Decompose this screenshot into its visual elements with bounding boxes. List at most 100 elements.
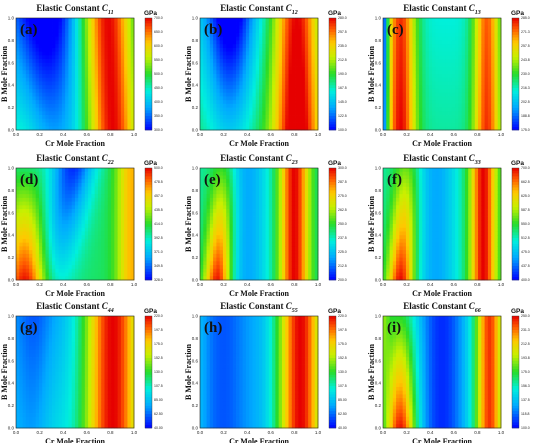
heatmap-cell	[389, 107, 394, 112]
heatmap-cell	[458, 103, 463, 108]
heatmap-cell	[213, 235, 217, 240]
heatmap-cell	[107, 47, 112, 52]
heatmap-cell	[399, 18, 404, 23]
heatmap-cell	[219, 47, 224, 52]
heatmap-cell	[311, 111, 316, 116]
heatmap-cell	[65, 190, 69, 195]
heatmap-cell	[265, 66, 270, 71]
heatmap-cell	[484, 55, 489, 60]
heatmap-cell	[111, 21, 115, 26]
heatmap-cell	[81, 220, 86, 225]
heatmap-cell	[236, 21, 240, 26]
heatmap-cell	[127, 235, 132, 240]
heatmap-cell	[52, 201, 56, 206]
heatmap-cell	[468, 40, 472, 45]
heatmap-cell	[84, 21, 89, 26]
heatmap-cell	[232, 36, 237, 41]
heatmap-cell	[275, 51, 280, 56]
heatmap-cell	[226, 115, 230, 120]
heatmap-cell	[471, 115, 476, 120]
heatmap-cell	[491, 29, 495, 34]
heatmap-cell	[48, 21, 53, 26]
heatmap-cell	[203, 261, 207, 266]
heatmap-cell	[229, 246, 234, 251]
heatmap-cell	[209, 96, 214, 101]
heatmap-cell	[55, 88, 60, 94]
heatmap-cell	[308, 92, 312, 97]
heatmap-cell	[48, 111, 53, 116]
heatmap-cell	[213, 216, 217, 221]
heatmap-cell	[206, 168, 211, 173]
heatmap-cell	[474, 44, 479, 49]
heatmap-cell	[206, 51, 211, 56]
heatmap-cell	[120, 194, 125, 199]
heatmap-cell	[127, 88, 132, 94]
heatmap-cell	[291, 92, 296, 97]
heatmap-cell	[127, 44, 132, 49]
heatmap-cell	[42, 171, 46, 176]
heatmap-cell	[445, 74, 449, 79]
heatmap-cell	[461, 88, 466, 94]
colorbar-segment	[329, 118, 336, 122]
heatmap-cell	[386, 44, 390, 49]
heatmap-cell	[308, 32, 312, 38]
plot-frame	[199, 17, 319, 131]
heatmap-cell	[239, 55, 244, 60]
heatmap-cell	[101, 74, 105, 79]
heatmap-cell	[216, 265, 221, 270]
heatmap-cell	[216, 190, 221, 195]
heatmap-cell	[291, 32, 296, 38]
heatmap-cell	[52, 107, 56, 112]
heatmap-cell	[262, 81, 266, 86]
heatmap-cell	[216, 25, 221, 30]
heatmap-cell	[42, 235, 46, 240]
heatmap-cell	[389, 59, 394, 64]
heatmap-cell	[111, 70, 115, 75]
heatmap-cell	[55, 96, 60, 101]
colorbar-segment	[145, 274, 152, 278]
heatmap-cell	[16, 115, 20, 120]
heatmap-cell	[262, 66, 266, 71]
heatmap-cell	[35, 70, 40, 75]
heatmap-cell	[432, 126, 436, 131]
heatmap-cell	[114, 88, 119, 94]
heatmap-cell	[130, 265, 135, 270]
heatmap-cell	[389, 103, 394, 108]
heatmap-cell	[265, 21, 270, 26]
panel-letter: (b)	[204, 22, 222, 38]
heatmap-cell	[42, 126, 46, 131]
heatmap-cell	[494, 25, 499, 30]
heatmap-cell	[48, 224, 53, 229]
heatmap-cell	[81, 242, 86, 247]
heatmap-cell	[25, 18, 30, 23]
heatmap-cell	[272, 70, 276, 75]
heatmap-cell	[48, 171, 53, 176]
heatmap-cell	[484, 29, 489, 34]
heatmap-cell	[97, 36, 102, 41]
heatmap-cell	[304, 59, 309, 64]
colorbar-segment	[145, 23, 152, 27]
heatmap-cell	[249, 62, 253, 67]
heatmap-cell	[272, 59, 276, 64]
heatmap-cell	[275, 118, 280, 123]
heatmap-cell	[58, 171, 63, 176]
heatmap-cell	[78, 186, 82, 191]
heatmap-cell	[107, 51, 112, 56]
heatmap-cell	[481, 100, 486, 105]
heatmap-cell	[91, 47, 96, 52]
heatmap-cell	[229, 122, 234, 127]
heatmap-cell	[232, 231, 237, 236]
heatmap-cell	[206, 59, 211, 64]
heatmap-cell	[114, 44, 119, 49]
heatmap-cell	[61, 115, 66, 120]
heatmap-cell	[487, 96, 492, 101]
heatmap-cell	[448, 92, 453, 97]
y-tick-label: 0.8	[8, 38, 15, 43]
heatmap-cell	[38, 77, 43, 82]
heatmap-cell	[127, 25, 132, 30]
heatmap-cell	[491, 55, 495, 60]
heatmap-cell	[124, 107, 128, 112]
heatmap-cell	[255, 70, 260, 75]
heatmap-cell	[200, 55, 204, 60]
heatmap-cell	[97, 122, 102, 127]
